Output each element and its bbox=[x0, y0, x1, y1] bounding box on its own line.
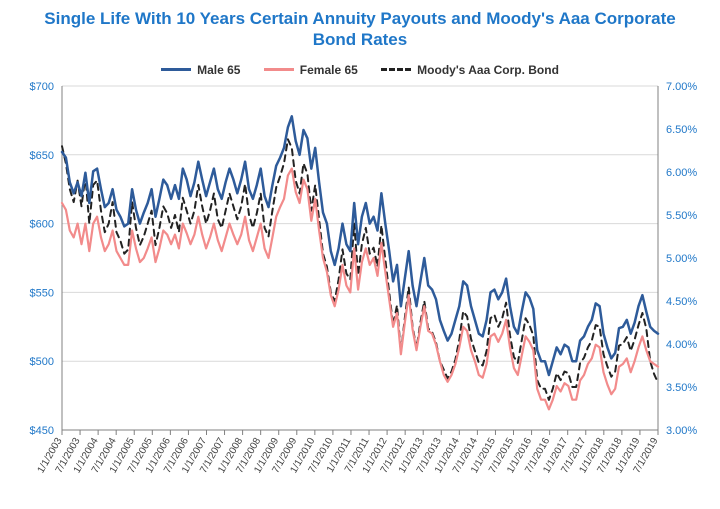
svg-text:5.50%: 5.50% bbox=[666, 210, 697, 222]
svg-text:4.00%: 4.00% bbox=[666, 339, 697, 351]
svg-text:7.00%: 7.00% bbox=[666, 81, 697, 93]
chart-container: Single Life With 10 Years Certain Annuit… bbox=[0, 0, 720, 509]
x-axis: 1/1/20037/1/20031/1/20047/1/20041/1/2005… bbox=[36, 430, 661, 475]
svg-text:$650: $650 bbox=[30, 150, 54, 162]
svg-text:$700: $700 bbox=[30, 81, 54, 93]
svg-text:3.00%: 3.00% bbox=[666, 425, 697, 437]
y-right-axis: 3.00% 3.50% 4.00% 4.50% 5.00% 5.50% 6.00% 6.50%… bbox=[666, 81, 697, 437]
svg-text:5.00%: 5.00% bbox=[666, 253, 697, 265]
series bbox=[62, 116, 658, 409]
svg-text:3.50%: 3.50% bbox=[666, 382, 697, 394]
svg-text:$500: $500 bbox=[30, 356, 54, 368]
svg-text:6.50%: 6.50% bbox=[666, 124, 697, 136]
svg-text:6.00%: 6.00% bbox=[666, 167, 697, 179]
svg-text:$600: $600 bbox=[30, 219, 54, 231]
svg-text:$450: $450 bbox=[30, 425, 54, 437]
svg-text:4.50%: 4.50% bbox=[666, 296, 697, 308]
y-left-axis: $450 $500 $550 $600 $650 $700 bbox=[30, 81, 54, 437]
svg-text:$550: $550 bbox=[30, 287, 54, 299]
plot-svg: $450 $500 $550 $600 $650 $700 3.00% 3.50% 4.00%… bbox=[0, 0, 720, 509]
